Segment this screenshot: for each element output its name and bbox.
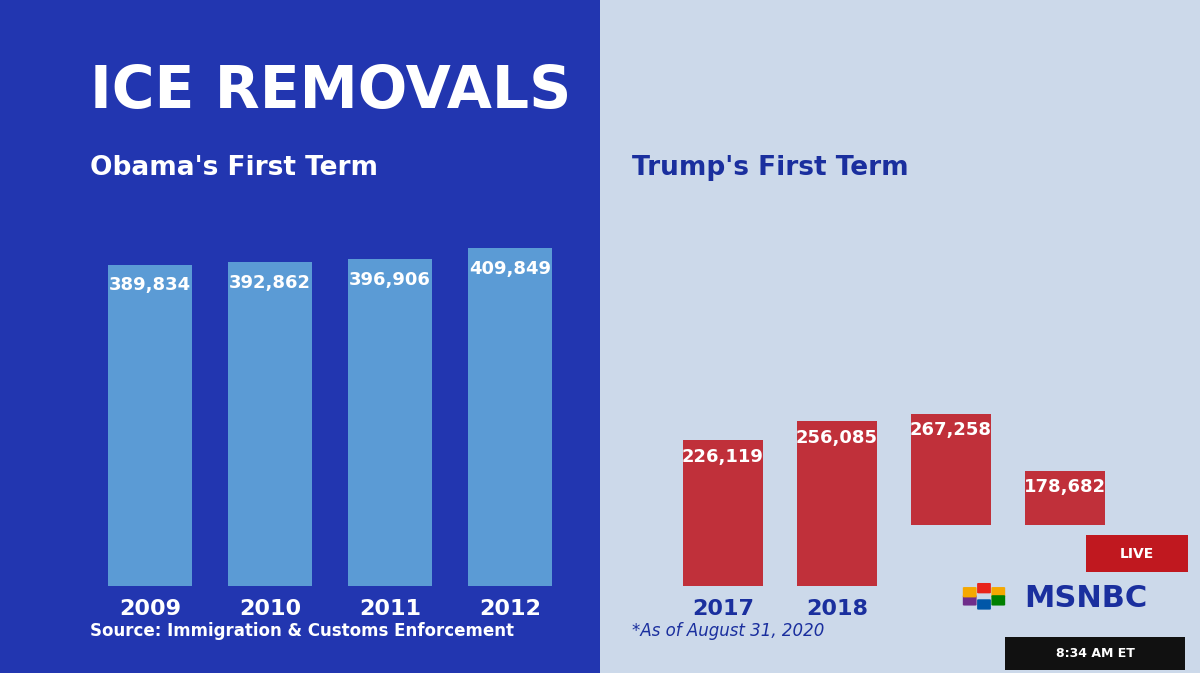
Bar bbox=[1025, 470, 1105, 586]
FancyBboxPatch shape bbox=[1006, 637, 1186, 670]
FancyBboxPatch shape bbox=[962, 587, 977, 598]
Bar bbox=[911, 414, 991, 586]
Text: Source: Immigration & Customs Enforcement: Source: Immigration & Customs Enforcemen… bbox=[90, 622, 514, 640]
Text: Obama's First Term: Obama's First Term bbox=[90, 155, 378, 181]
FancyBboxPatch shape bbox=[1086, 535, 1188, 572]
Bar bbox=[683, 440, 763, 586]
Text: LIVE: LIVE bbox=[1120, 546, 1154, 561]
Bar bbox=[348, 259, 432, 586]
Text: 267,258: 267,258 bbox=[910, 421, 992, 439]
Text: 409,849: 409,849 bbox=[469, 260, 551, 278]
Bar bbox=[468, 248, 552, 586]
Bar bbox=[228, 262, 312, 586]
Text: 226,119: 226,119 bbox=[682, 448, 764, 466]
Bar bbox=[797, 421, 877, 586]
FancyBboxPatch shape bbox=[991, 587, 1006, 598]
Text: ICE REMOVALS: ICE REMOVALS bbox=[90, 63, 571, 120]
Text: Trump's First Term: Trump's First Term bbox=[632, 155, 910, 181]
Text: 8:34 AM ET: 8:34 AM ET bbox=[1056, 647, 1134, 660]
Text: MSNBC: MSNBC bbox=[1025, 584, 1147, 614]
Bar bbox=[108, 265, 192, 586]
Text: *As of August 31, 2020: *As of August 31, 2020 bbox=[632, 622, 824, 640]
FancyBboxPatch shape bbox=[962, 595, 977, 606]
Text: 389,834: 389,834 bbox=[109, 277, 191, 294]
Text: 392,862: 392,862 bbox=[229, 274, 311, 292]
FancyBboxPatch shape bbox=[991, 595, 1006, 606]
FancyBboxPatch shape bbox=[977, 583, 991, 594]
Text: 178,682: 178,682 bbox=[1024, 479, 1106, 496]
Text: 256,085: 256,085 bbox=[796, 429, 878, 447]
FancyBboxPatch shape bbox=[977, 599, 991, 610]
Text: 396,906: 396,906 bbox=[349, 271, 431, 289]
